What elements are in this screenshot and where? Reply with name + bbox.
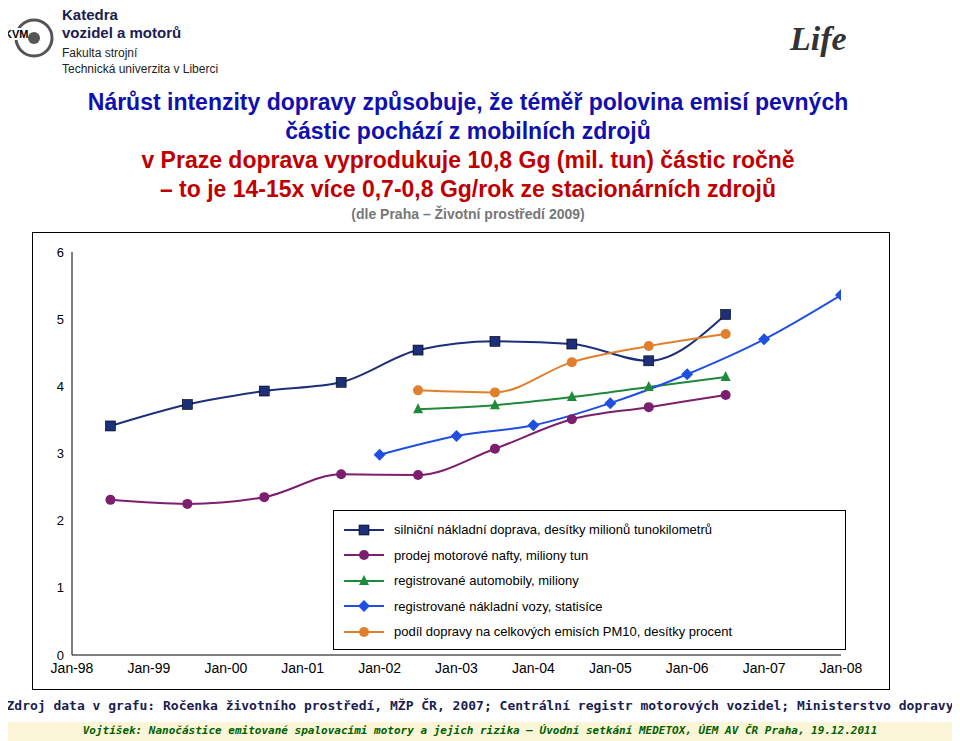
svg-text:Jan-06: Jan-06 [666,660,709,676]
svg-text:Jan-98: Jan-98 [50,659,94,676]
svg-text:Jan-00: Jan-00 [204,660,247,676]
svg-text:Jan-08: Jan-08 [820,660,863,676]
svg-text:2: 2 [57,513,64,528]
html-text:Life: Life [790,20,847,57]
html-text:– to je 14-15x více 0,7-0,8 Gg: – to je 14-15x více 0,7-0,8 Gg/rok ze st… [159,176,777,202]
html-text:(dle Praha – Životní prostředí: (dle Praha – Životní prostředí 2009) [351,206,585,222]
html-text:silniční nákladní doprava, des: silniční nákladní doprava, desítky milio… [394,522,712,538]
svg-text:Jan-05: Jan-05 [589,660,632,676]
html-text:částic pochází z mobilních zdr: částic pochází z mobilních zdrojů [285,118,651,144]
html-text:prodej motorové nafty, miliony: prodej motorové nafty, miliony tun [394,547,589,563]
svg-text:1: 1 [57,580,64,595]
svg-text:5: 5 [57,312,64,327]
svg-text:4: 4 [57,379,64,394]
html-text:vozidel a motorů: vozidel a motorů [62,24,182,41]
html-text:Technická univerzita v Liberci: Technická univerzita v Liberci [62,62,219,76]
html-text:registrované automobily, milio: registrované automobily, miliony [394,573,579,589]
svg-text:Jan-07: Jan-07 [743,660,786,676]
svg-text:Jan-02: Jan-02 [358,660,401,676]
html-text:Fakulta strojní: Fakulta strojní [62,46,138,60]
html-text:Vojtíšek: Nanočástice emitovan: Vojtíšek: Nanočástice emitované spalovac… [82,724,878,737]
html-text:registrované nákladní vozy, st: registrované nákladní vozy, statisíce [394,598,603,614]
svg-text:Jan-03: Jan-03 [435,660,478,676]
svg-text:Jan-04: Jan-04 [512,660,555,676]
svg-text:3: 3 [57,446,64,461]
html-text:v Praze doprava vyprodukuje 10: v Praze doprava vyprodukuje 10,8 Gg (mil… [141,147,795,173]
html-text:Katedra: Katedra [62,6,118,23]
html-text:KVM: KVM [4,28,29,40]
svg-text:0: 0 [57,648,64,663]
svg-text:6: 6 [57,245,64,260]
html-text:podíl dopravy na celkových emi: podíl dopravy na celkových emisích PM10,… [394,624,733,640]
html-text:Nárůst intenzity dopravy způso: Nárůst intenzity dopravy způsobuje, že t… [87,89,849,115]
svg-text:Jan-99: Jan-99 [127,660,170,676]
svg-text:Jan-01: Jan-01 [281,660,324,676]
html-text:Zdroj data v grafu: Ročenka ži: Zdroj data v grafu: Ročenka životního pr… [6,698,954,713]
